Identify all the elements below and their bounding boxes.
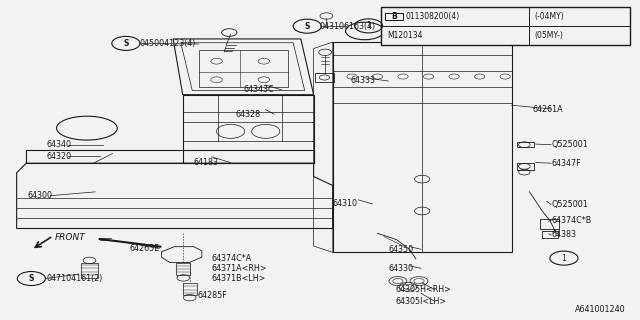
- Text: Q525001: Q525001: [551, 200, 588, 209]
- Text: (05MY-): (05MY-): [534, 31, 563, 40]
- Text: 64310: 64310: [333, 199, 358, 208]
- Text: 64347F: 64347F: [551, 159, 581, 168]
- Text: 045004123(4): 045004123(4): [140, 39, 196, 48]
- Text: 64350: 64350: [388, 245, 413, 254]
- Text: 64261A: 64261A: [532, 105, 563, 114]
- FancyBboxPatch shape: [381, 7, 630, 45]
- Text: S: S: [29, 274, 34, 283]
- Text: M120134: M120134: [388, 31, 423, 40]
- Text: B: B: [391, 12, 397, 21]
- Text: FRONT: FRONT: [55, 233, 86, 242]
- Text: 64285F: 64285F: [197, 291, 227, 300]
- Text: 64265E: 64265E: [130, 244, 160, 253]
- Text: 64374C*B: 64374C*B: [551, 216, 591, 225]
- Text: 047104161(2): 047104161(2): [47, 274, 103, 283]
- Text: 64320: 64320: [47, 152, 72, 161]
- Text: (-04MY): (-04MY): [534, 12, 564, 21]
- Text: 64330: 64330: [388, 264, 413, 273]
- Text: 64371A<RH>: 64371A<RH>: [211, 264, 267, 273]
- Text: 64343C: 64343C: [243, 85, 274, 94]
- Text: A641001240: A641001240: [575, 305, 625, 314]
- Text: 64305I<LH>: 64305I<LH>: [396, 297, 447, 306]
- Text: 1: 1: [366, 21, 371, 30]
- Text: 64374C*A: 64374C*A: [211, 254, 252, 263]
- Text: 64371B<LH>: 64371B<LH>: [211, 274, 266, 283]
- Text: 043106163(4): 043106163(4): [320, 22, 376, 31]
- Text: 64333: 64333: [351, 76, 376, 85]
- Text: 64328: 64328: [236, 110, 261, 119]
- Text: 64340: 64340: [47, 140, 72, 149]
- Text: Q525001: Q525001: [551, 140, 588, 149]
- Text: S: S: [305, 22, 310, 31]
- Text: 011308200(4): 011308200(4): [406, 12, 460, 21]
- Text: 64300: 64300: [28, 191, 52, 200]
- Text: 1: 1: [561, 254, 566, 263]
- Text: 64305H<RH>: 64305H<RH>: [396, 285, 451, 294]
- Text: 64183: 64183: [193, 158, 218, 167]
- Text: 64383: 64383: [551, 230, 576, 239]
- Text: S: S: [123, 39, 129, 48]
